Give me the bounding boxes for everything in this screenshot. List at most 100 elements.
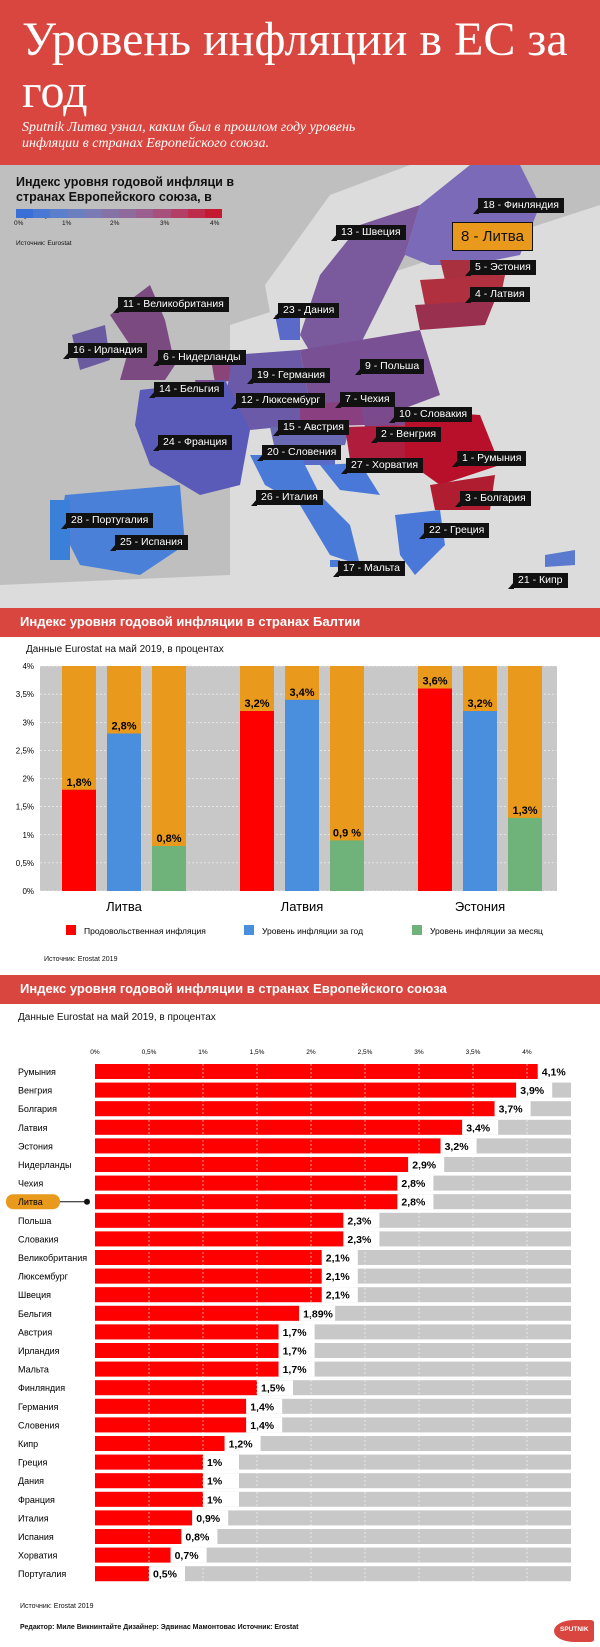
map-label-germany: 19 - Германия [246,368,331,384]
bar [240,711,274,891]
scale-swatch [50,209,68,218]
category-label: Словения [18,1420,60,1430]
bar [95,1361,279,1377]
baltic-band-title: Индекс уровня годовой инфляции в странах… [20,614,361,629]
value-label-bg [278,1343,315,1358]
x-tick-label: 3,5% [466,1049,481,1056]
bar [95,1566,149,1582]
data-label: 3,7% [499,1104,524,1116]
scale-swatch [170,209,188,218]
category-label: Греция [18,1458,48,1468]
lead-text: Sputnik Литва узнал, каким был в прошлом… [22,120,356,151]
bar [95,1529,182,1544]
map-label-cyprus: 21 - Кипр [508,573,568,589]
data-label: 2,8% [111,721,136,733]
category-label: Швеция [18,1290,51,1300]
bar [152,846,186,891]
europe-map: Индекс уровня годовой инфляци в странах … [0,165,600,608]
color-scale: 0% 1% 2% 3% 4% [14,209,223,230]
data-label: 2,8% [401,1197,426,1209]
map-label-uk: 11 - Великобритания [113,297,229,313]
value-label-bg [440,1138,477,1154]
bar [95,1064,538,1079]
data-label: 3,9% [520,1085,545,1097]
x-tick-label: 0% [90,1049,100,1056]
bar [95,1082,517,1098]
data-label: 1,3% [512,805,537,817]
category-label: Италия [18,1513,49,1523]
scale-swatch [153,209,171,218]
bar [95,1305,300,1321]
country-malta [330,560,340,567]
scale-swatch [33,209,51,218]
x-tick-label: 2,5% [358,1049,373,1056]
bar [95,1119,463,1135]
y-tick-label: 0% [22,887,34,896]
data-label: 4,1% [542,1067,567,1079]
bar [95,1380,257,1396]
color-scale-bar [16,209,223,218]
data-label: 1,7% [283,1364,308,1376]
bar [95,1491,203,1507]
category-label: Португалия [18,1569,66,1579]
y-tick-label: 1% [22,831,34,840]
category-label: Великобритания [18,1253,87,1263]
value-label-bg [537,1064,574,1079]
sputnik-logo: SPUTNIK [554,1620,594,1642]
category-label: Латвия [18,1123,48,1133]
map-label-ireland: 16 - Ирландия [62,343,148,359]
map-label-latvia: 4 - Латвия [465,287,530,303]
category-label: Германия [18,1402,58,1412]
category-label: Франция [18,1495,55,1505]
map-label-austria: 15 - Австрия [273,420,349,436]
value-label-bg [181,1529,218,1544]
data-label: 2,8% [401,1178,426,1190]
bar [62,789,96,891]
bar [95,1510,193,1526]
bar [95,1231,344,1247]
bar [95,1547,171,1563]
map-label-estonia: 5 - Эстония [465,260,536,276]
data-label: 1,4% [250,1401,275,1413]
data-label: 3,4% [289,687,314,699]
bar-background [95,1547,571,1563]
bar [95,1138,441,1154]
value-label-bg [343,1212,380,1228]
map-source: Источник: Eurostat [16,240,72,247]
scale-tick: 0% [14,220,24,227]
data-label: 2,1% [326,1253,351,1265]
map-label-bulgaria: 3 - Болгария [455,491,531,507]
country-lithuania [415,300,495,330]
value-label-bg [246,1398,283,1414]
value-label-bg [149,1566,185,1582]
bar [95,1194,398,1210]
country-italy [250,455,360,565]
scale-swatch [101,209,120,218]
bar [107,733,141,891]
legend-label: Уровень инфляции за месяц [430,926,543,936]
bar [95,1101,495,1117]
map-label-greece: 22 - Греция [418,523,490,539]
country-cyprus [545,550,575,567]
data-label: 1% [207,1494,223,1506]
value-label-bg [299,1305,336,1321]
map-label-spain: 25 - Испания [110,535,188,551]
data-label: 2,3% [347,1215,372,1227]
data-label: 2,9% [412,1160,437,1172]
map-label-denmark: 23 - Дания [272,303,340,319]
eu-source: Источник: Erostat 2019 [20,1603,94,1610]
bar [95,1157,409,1172]
data-label: 1,5% [261,1383,286,1395]
category-label: Испания [18,1532,54,1542]
value-label-bg [343,1231,380,1247]
value-label-bg [192,1510,229,1526]
value-label-bg [321,1287,358,1303]
category-label: Литва [106,899,143,914]
x-tick-label: 1,5% [250,1049,265,1056]
data-label: 2,1% [326,1271,351,1283]
data-label: 0,9 % [333,827,361,839]
category-label: Ирландия [18,1346,60,1356]
logo-text: SPUTNIK [560,1626,589,1633]
scale-tick: 4% [210,220,220,227]
map-label-luxembourg: 12 - Люксембург [230,393,326,409]
